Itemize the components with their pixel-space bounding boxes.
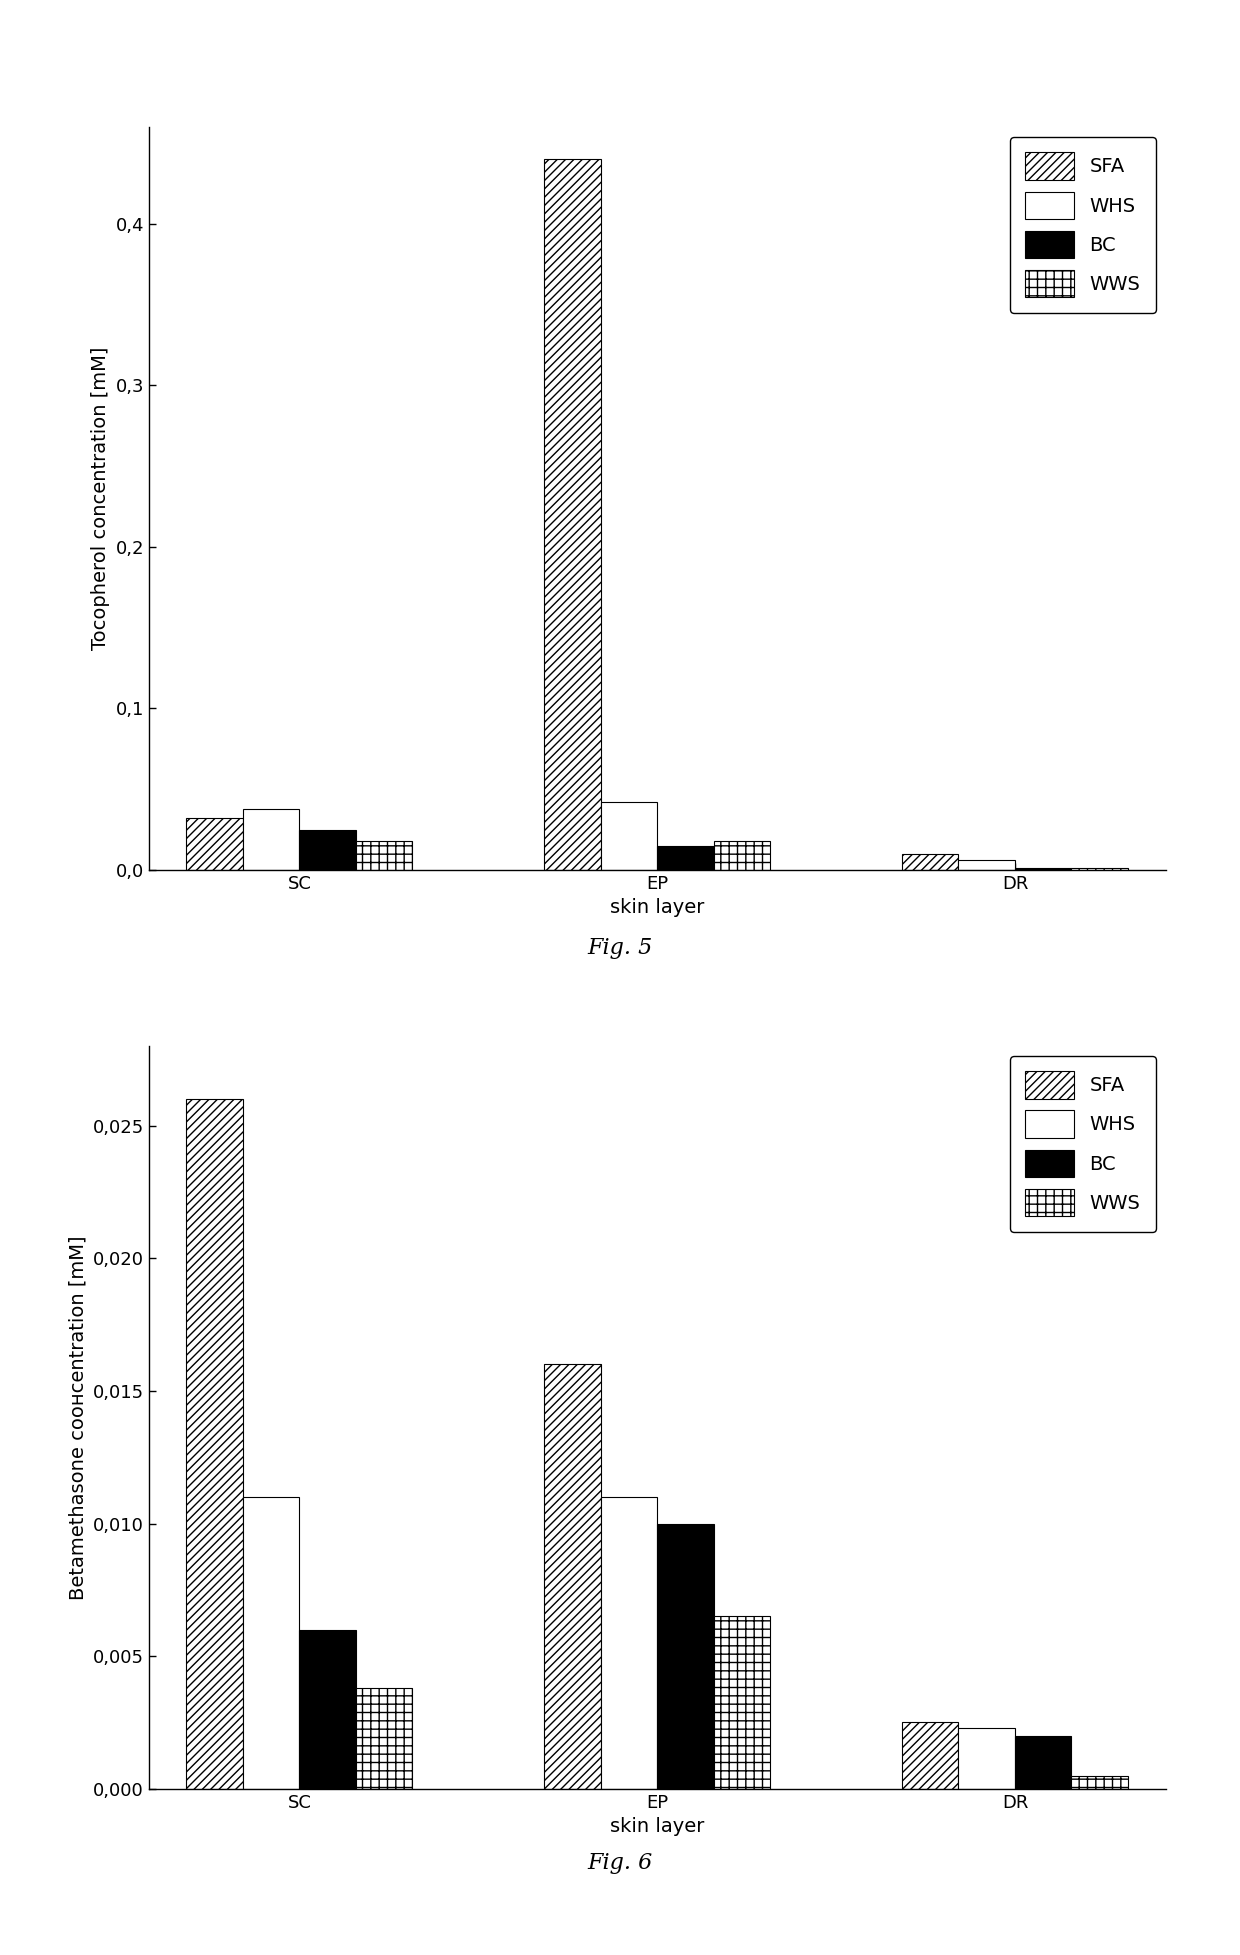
- Bar: [714, 1617, 770, 1789]
- Bar: [544, 160, 600, 870]
- Bar: [600, 1498, 657, 1789]
- Text: Fig. 5: Fig. 5: [588, 936, 652, 960]
- Bar: [356, 1687, 413, 1789]
- Bar: [299, 1630, 356, 1789]
- Bar: [186, 1099, 243, 1789]
- Legend: SFA, WHS, BC, WWS: SFA, WHS, BC, WWS: [1009, 137, 1156, 313]
- Bar: [1016, 1736, 1071, 1789]
- Bar: [959, 860, 1016, 870]
- Legend: SFA, WHS, BC, WWS: SFA, WHS, BC, WWS: [1009, 1056, 1156, 1232]
- Bar: [657, 1523, 714, 1789]
- Text: Fig. 6: Fig. 6: [588, 1851, 652, 1875]
- Bar: [657, 847, 714, 870]
- Bar: [243, 1498, 299, 1789]
- Bar: [243, 809, 299, 870]
- Bar: [356, 841, 413, 870]
- Bar: [544, 1365, 600, 1789]
- Y-axis label: Betamethasone cooнcentration [mM]: Betamethasone cooнcentration [mM]: [68, 1236, 87, 1599]
- X-axis label: skin layer: skin layer: [610, 899, 704, 917]
- Bar: [714, 841, 770, 870]
- Bar: [959, 1728, 1016, 1789]
- Bar: [1071, 1775, 1128, 1789]
- X-axis label: skin layer: skin layer: [610, 1818, 704, 1836]
- Bar: [186, 819, 243, 870]
- Y-axis label: Tocopherol concentration [mM]: Tocopherol concentration [mM]: [91, 346, 110, 651]
- Bar: [600, 802, 657, 870]
- Bar: [901, 1722, 959, 1789]
- Bar: [299, 829, 356, 870]
- Bar: [901, 854, 959, 870]
